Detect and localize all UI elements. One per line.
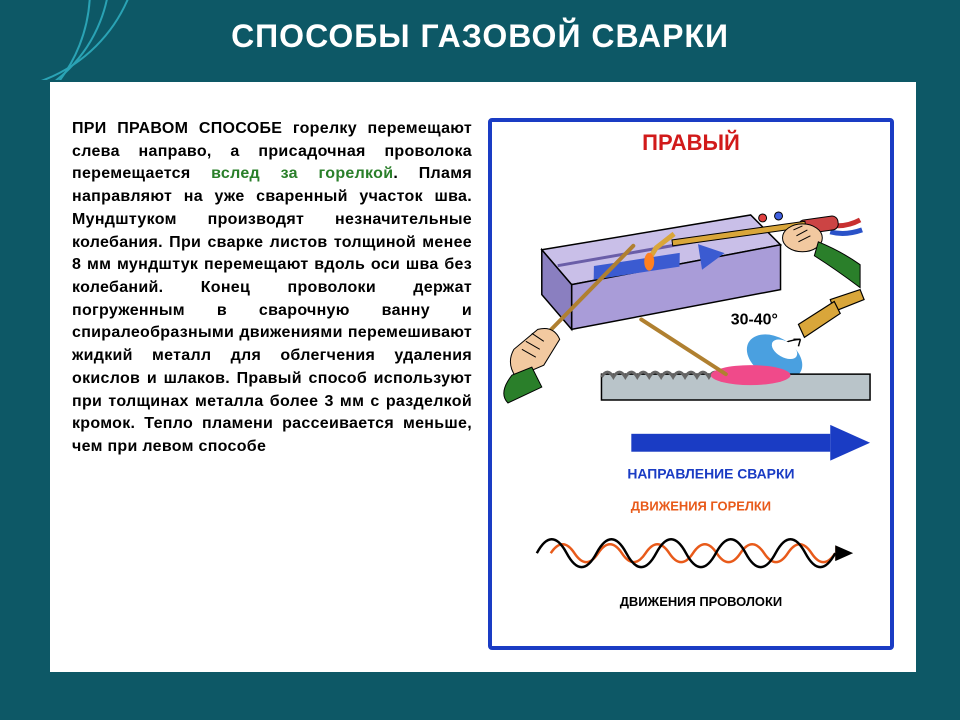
rod-wave-icon [537,539,835,567]
body-paragraph: ПРИ ПРАВОМ СПОСОБЕ горелку перемещают сл… [72,118,472,650]
highlight-phrase: вслед за горелкой [211,165,393,182]
motion-waves: ДВИЖЕНИЯ ГОРЕЛКИ ДВИЖЕНИЯ ПРОВОЛОКИ [537,498,853,608]
diagram-panel: ПРАВЫЙ [488,118,894,650]
paragraph-text: ПРИ ПРАВОМ СПОСОБЕ горелку перемещают сл… [72,118,472,459]
text-part2: . Пламя направляют на уже сваренный учас… [72,165,472,455]
content-card: ПРИ ПРАВОМ СПОСОБЕ горелку перемещают сл… [50,82,916,672]
page-title: СПОСОБЫ ГАЗОВОЙ СВАРКИ [0,0,960,55]
lead-phrase: ПРИ ПРАВОМ СПОСОБЕ [72,120,282,137]
diagram-frame: ПРАВЫЙ [488,118,894,650]
rod-wave-label: ДВИЖЕНИЯ ПРОВОЛОКИ [620,594,782,609]
torch-wave-label: ДВИЖЕНИЯ ГОРЕЛКИ [631,498,771,513]
diagram-svg: 30-40° [502,162,880,636]
direction-arrow: НАПРАВЛЕНИЕ СВАРКИ [627,425,870,482]
diagram-svg-wrap: 30-40° [502,162,880,636]
angle-label: 30-40° [731,311,778,328]
left-hand-icon [504,328,560,402]
direction-label: НАПРАВЛЕНИЕ СВАРКИ [627,466,794,482]
diagram-title: ПРАВЫЙ [492,130,890,156]
